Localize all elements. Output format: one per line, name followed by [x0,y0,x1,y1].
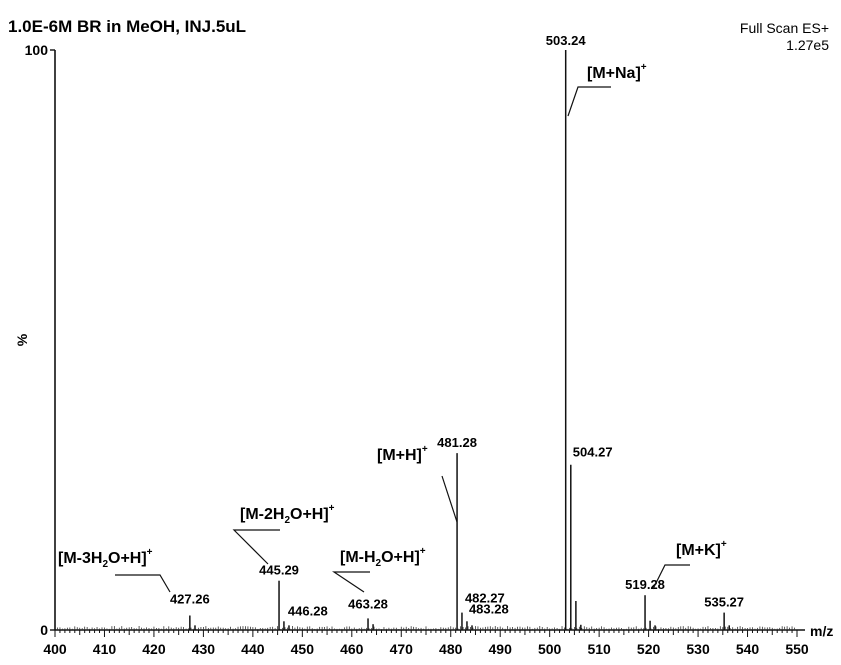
ion-annotations: [M+Na]+[M+H]+[M-2H2O+H]+[M-H2O+H]+[M-3H2… [58,62,727,593]
chart-title: 1.0E-6M BR in MeOH, INJ.5uL [8,17,246,36]
ion-label: [M+Na]+ [587,62,647,82]
x-tick-label: 480 [439,641,463,657]
x-tick-label: 530 [686,641,710,657]
ion-label: [M+H]+ [377,444,428,464]
ion-label: [M-H2O+H]+ [340,546,426,569]
ion-label-main: [M-3H [58,550,102,567]
x-tick-label: 400 [43,641,67,657]
ion-label-main: [M+Na] [587,65,641,82]
peak-label-535-27: 535.27 [704,595,744,610]
x-tick-label: 420 [142,641,166,657]
ion-label-sup: + [147,547,153,558]
ion-label-main: [M+K] [676,542,721,559]
ion-leader-line [232,529,280,565]
ion-label-sup: + [329,503,335,514]
ion-leader-line [115,574,171,593]
ion-label-sup: + [420,546,426,557]
scan-mode-label: Full Scan ES+ [740,20,829,36]
x-tick-label: 540 [736,641,760,657]
peak-label-482-27: 482.27 [465,591,505,606]
x-tick-label: 470 [390,641,414,657]
ion-label-sup: + [422,444,428,455]
peaks [57,50,795,630]
ion-label-sub: 2 [284,515,290,526]
x-tick-label: 520 [637,641,661,657]
ion-label-main: [M-H [340,549,376,566]
ion-label-main: [M-2H [240,506,284,523]
x-tick-label: 510 [587,641,611,657]
ion-leader-line [441,475,458,523]
x-tick-label: 550 [785,641,809,657]
ion-label-sup: + [641,62,647,73]
peak-label-503-24: 503.24 [546,33,587,48]
ion-label-rest: O+H] [290,506,329,523]
ion-label-rest: O+H] [381,549,420,566]
x-tick-label: 430 [192,641,216,657]
peak-label-427-26: 427.26 [170,592,210,607]
x-tick-label: 500 [538,641,562,657]
x-tick-label: 450 [291,641,315,657]
peak-label-481-28: 481.28 [437,435,477,450]
peak-label-519-28: 519.28 [625,577,665,592]
y-tick-label: 100 [25,42,49,58]
ion-label: [M-3H2O+H]+ [58,547,153,570]
ion-label-sub: 2 [376,558,382,569]
x-tick-label: 440 [241,641,265,657]
ion-label-main: [M+H] [377,447,422,464]
base-peak-intensity-label: 1.27e5 [786,37,829,53]
ion-leader-line [332,571,370,593]
ion-leader-line [652,564,690,590]
axes: 400 410 420 430 440 450 460 470 480 490 500 510 520 5… [25,42,809,657]
peak-label-445-29: 445.29 [259,563,299,578]
ion-label: [M-2H2O+H]+ [240,503,335,526]
ion-leader-line [567,86,611,117]
peak-labels: 503.24 481.28 504.27 445.29 519.28 463.28 427.… [170,33,744,618]
peak-label-463-28: 463.28 [348,596,388,611]
y-tick-label: 0 [40,622,48,638]
ion-label-sup: + [721,539,727,550]
peak-label-483-28: 483.28 [469,601,509,616]
x-axis-label: m/z [810,623,833,639]
ion-label: [M+K]+ [676,539,727,559]
y-axis-label: % [14,333,30,346]
x-tick-label: 490 [489,641,513,657]
peak-label-504-27: 504.27 [573,445,613,460]
x-tick-label: 460 [340,641,364,657]
ion-label-rest: O+H] [108,550,147,567]
ion-label-sub: 2 [102,559,108,570]
peak-label-446-28: 446.28 [288,603,328,618]
x-tick-label: 410 [93,641,117,657]
